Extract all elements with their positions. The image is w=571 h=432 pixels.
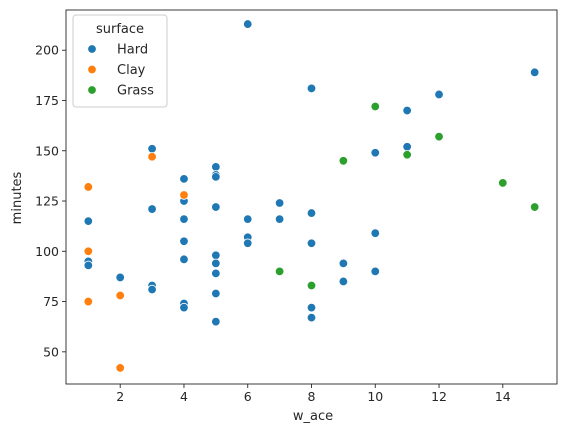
data-point-hard — [211, 162, 221, 172]
legend-marker-hard — [87, 44, 97, 54]
data-point-hard — [370, 266, 380, 277]
data-point-grass — [498, 178, 508, 188]
data-point-hard — [115, 272, 125, 283]
x-tick-label: 14 — [495, 389, 511, 404]
legend: surface Hard Clay Grass — [72, 14, 168, 108]
legend-marker-clay — [87, 64, 97, 75]
data-point-hard — [211, 172, 221, 182]
data-point-clay — [147, 152, 157, 162]
data-point-hard — [306, 302, 317, 313]
data-point-hard — [211, 288, 221, 299]
legend-entries: Hard Clay Grass — [87, 43, 154, 99]
x-tick-label: 4 — [180, 389, 188, 404]
data-point-grass — [306, 280, 317, 291]
data-point-clay — [179, 190, 189, 200]
x-tick-label: 8 — [308, 389, 316, 404]
legend-box — [72, 14, 168, 108]
data-point-hard — [306, 83, 317, 94]
data-point-grass — [338, 156, 349, 166]
data-point-hard — [243, 214, 253, 224]
data-point-hard — [211, 202, 221, 212]
data-point-hard — [211, 258, 221, 269]
data-point-hard — [179, 302, 189, 313]
data-point-hard — [211, 268, 221, 279]
data-point-clay — [83, 296, 94, 307]
y-tick-label: 200 — [35, 43, 59, 58]
data-point-hard — [179, 174, 189, 184]
y-tick-label: 75 — [43, 294, 59, 309]
data-point-clay — [83, 182, 94, 192]
data-point-grass — [274, 266, 285, 277]
legend-title: surface — [96, 22, 144, 37]
data-point-grass — [434, 131, 444, 142]
y-axis-label: minutes — [10, 171, 25, 224]
data-point-clay — [83, 246, 94, 256]
y-tick-label: 125 — [35, 194, 59, 209]
x-axis-ticks: 2 4 6 8 10 12 14 — [116, 384, 511, 404]
y-tick-label: 150 — [35, 143, 59, 158]
legend-label-hard: Hard — [117, 43, 148, 58]
data-point-hard — [338, 258, 349, 269]
data-points — [83, 19, 540, 373]
legend-marker-grass — [87, 85, 97, 95]
data-point-hard — [274, 198, 285, 208]
data-point-hard — [338, 276, 349, 287]
data-point-hard — [147, 144, 157, 154]
x-tick-label: 2 — [116, 389, 124, 404]
x-tick-label: 12 — [431, 389, 447, 404]
x-tick-label: 6 — [244, 389, 252, 404]
data-point-clay — [115, 290, 125, 301]
data-point-grass — [402, 150, 412, 160]
data-point-clay — [115, 363, 125, 373]
x-axis-label: w_ace — [293, 409, 333, 424]
data-point-hard — [274, 214, 285, 224]
data-point-hard — [529, 67, 540, 78]
plot-frame — [65, 9, 558, 385]
data-point-hard — [211, 316, 221, 327]
data-point-hard — [179, 254, 189, 265]
y-tick-label: 50 — [43, 344, 59, 359]
data-point-hard — [370, 228, 380, 238]
y-tick-label: 100 — [35, 244, 59, 259]
data-point-hard — [370, 148, 380, 158]
data-point-hard — [179, 214, 189, 224]
data-point-hard — [243, 19, 253, 29]
data-point-hard — [211, 250, 221, 261]
data-point-hard — [402, 105, 412, 116]
data-point-hard — [402, 142, 412, 152]
data-point-hard — [434, 89, 444, 100]
data-point-hard — [83, 216, 94, 226]
y-tick-label: 175 — [35, 93, 59, 108]
data-point-hard — [179, 236, 189, 246]
data-point-hard — [83, 260, 94, 271]
x-tick-label: 10 — [367, 389, 383, 404]
legend-label-clay: Clay — [117, 63, 146, 78]
data-point-hard — [147, 284, 157, 295]
data-point-hard — [243, 238, 253, 248]
data-point-hard — [306, 238, 317, 248]
data-point-hard — [306, 208, 317, 218]
legend-label-grass: Grass — [117, 84, 154, 99]
y-axis-ticks: 50 75 100 125 150 175 200 — [35, 43, 66, 359]
data-point-grass — [370, 101, 380, 112]
data-point-hard — [306, 312, 317, 323]
data-point-grass — [529, 202, 540, 212]
data-point-hard — [147, 204, 157, 214]
